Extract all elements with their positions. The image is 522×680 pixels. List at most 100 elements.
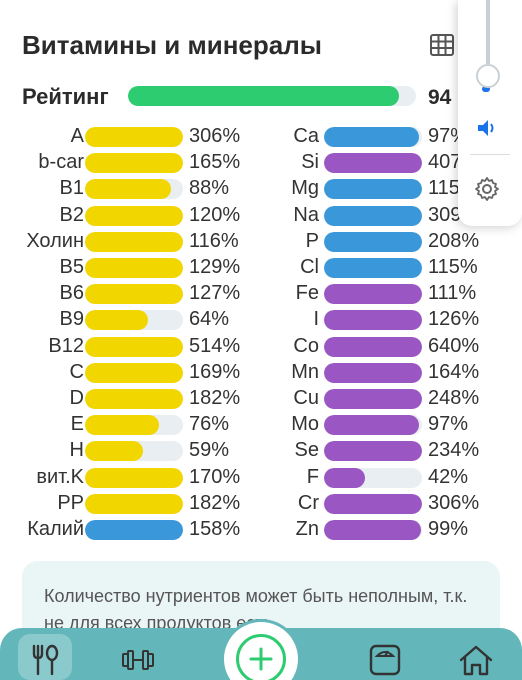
- nutrient-label: D: [69, 387, 84, 409]
- nutrient-bar-fill: [324, 415, 420, 436]
- nutrient-bar: [85, 493, 183, 514]
- nutrient-bar: [85, 205, 183, 226]
- nutrient-row: B1 88%: [0, 176, 522, 202]
- nutrient-row: вит.K 170%: [0, 465, 522, 491]
- nutrient-value: 165%: [189, 151, 241, 174]
- nutrient-bar-fill: [85, 127, 183, 147]
- nutrient-value: 127%: [189, 282, 241, 305]
- nutrient-bar-fill: [324, 258, 422, 278]
- nutrient-label: Холин: [26, 229, 84, 252]
- nav-weight[interactable]: [367, 642, 403, 678]
- nutrient-bar-fill: [85, 415, 160, 436]
- nutrient-bar: [324, 467, 422, 488]
- nutrient-label: B6: [59, 282, 84, 305]
- nutrient-row: E 76%: [0, 412, 522, 438]
- nutrient-bar-fill: [85, 179, 172, 200]
- nutrient-row: Cl 115%: [0, 255, 522, 281]
- nutrient-row: Калий 158%: [0, 517, 522, 543]
- nutrient-row: Cr 306%: [0, 491, 522, 517]
- volume-divider: [470, 154, 510, 155]
- volume-slider-track[interactable]: [486, 0, 490, 90]
- nav-workouts[interactable]: [120, 642, 156, 678]
- nutrient-row: Zn 99%: [0, 517, 522, 543]
- nutrient-row: B12 514%: [0, 334, 522, 360]
- nutrient-bar: [85, 127, 183, 147]
- nutrient-value: 248%: [428, 387, 480, 409]
- add-button[interactable]: [224, 622, 298, 680]
- nutrient-label: Zn: [295, 518, 319, 540]
- nutrient-bar: [85, 520, 183, 540]
- nutrient-bar-fill: [85, 389, 183, 409]
- nutrient-bar: [85, 441, 183, 462]
- nutrient-label: B1: [59, 177, 84, 200]
- nutrient-bar-fill: [85, 258, 183, 278]
- nav-active-highlight: [18, 634, 72, 680]
- nutrient-bar: [324, 520, 422, 540]
- nutrient-row: Ca 97%: [0, 124, 522, 150]
- nutrient-label: A: [70, 125, 84, 147]
- nutrient-label: Mn: [291, 360, 319, 383]
- nutrient-bar: [324, 362, 422, 383]
- nutrient-bar-fill: [85, 362, 183, 383]
- nutrient-value: 169%: [189, 360, 241, 383]
- nutrient-value: 111%: [428, 282, 477, 305]
- nutrient-row: B6 127%: [0, 281, 522, 307]
- nutrient-bar: [85, 284, 183, 305]
- nutrient-label: I: [313, 308, 319, 331]
- nutrient-row: B2 120%: [0, 203, 522, 229]
- nutrient-label: Mg: [291, 177, 319, 200]
- nutrient-bar: [85, 389, 183, 409]
- nutrient-value: 88%: [189, 177, 230, 200]
- nav-home[interactable]: [458, 642, 494, 678]
- nutrient-value: 164%: [428, 360, 480, 383]
- nutrient-row: Mo 97%: [0, 412, 522, 438]
- nutrient-row: I 126%: [0, 307, 522, 333]
- nutrient-row: C 169%: [0, 360, 522, 386]
- nutrient-bar: [85, 231, 183, 252]
- nutrient-value: 99%: [428, 518, 469, 540]
- nutrient-bar: [324, 336, 422, 357]
- nutrient-value: 64%: [189, 308, 230, 331]
- nutrient-row: PP 182%: [0, 491, 522, 517]
- nutrient-row: H 59%: [0, 438, 522, 464]
- gear-icon[interactable]: [474, 176, 500, 202]
- nutrient-label: Mo: [291, 413, 319, 436]
- nutrient-label: H: [69, 439, 84, 462]
- nutrient-bar-fill: [324, 336, 422, 357]
- nutrient-bar-fill: [324, 362, 422, 383]
- nutrient-bar-fill: [324, 441, 422, 462]
- rating-label: Рейтинг: [22, 84, 109, 109]
- nutrient-bar: [324, 205, 422, 226]
- nutrient-label: PP: [57, 491, 84, 514]
- nutrient-label: E: [70, 413, 84, 436]
- fork-spoon-icon: [32, 644, 59, 676]
- nutrient-row: Co 640%: [0, 334, 522, 360]
- nutrient-value: 116%: [189, 229, 239, 252]
- nutrient-bar-fill: [85, 520, 183, 540]
- nutrient-row: Na 309%: [0, 203, 522, 229]
- nutrient-value: 42%: [428, 465, 469, 488]
- nutrient-bar-fill: [85, 310, 148, 331]
- nutrient-label: b-car: [38, 151, 84, 174]
- nutrient-bar-fill: [85, 336, 183, 357]
- nutrient-value: 158%: [189, 518, 241, 540]
- nutrient-bar-fill: [324, 310, 422, 331]
- page-title: Витамины и минералы: [22, 30, 322, 60]
- nutrient-bar: [324, 441, 422, 462]
- volume-slider-thumb[interactable]: [476, 64, 500, 88]
- scale-icon: [369, 644, 401, 676]
- speaker-icon[interactable]: [476, 118, 500, 138]
- nutrient-row: Fe 111%: [0, 281, 522, 307]
- add-icon: [236, 634, 286, 680]
- nutrient-bar: [324, 127, 422, 147]
- table-view-icon[interactable]: [430, 34, 454, 56]
- nutrient-label: Ca: [293, 125, 319, 147]
- dumbbell-icon: [122, 650, 154, 670]
- nutrient-bar: [324, 493, 422, 514]
- nutrient-bar-fill: [324, 153, 422, 174]
- nav-diary[interactable]: [27, 642, 63, 678]
- nutrient-bar: [85, 362, 183, 383]
- nutrient-bar-fill: [324, 520, 422, 540]
- nutrient-bar: [324, 153, 422, 174]
- nutrient-value: 306%: [428, 491, 480, 514]
